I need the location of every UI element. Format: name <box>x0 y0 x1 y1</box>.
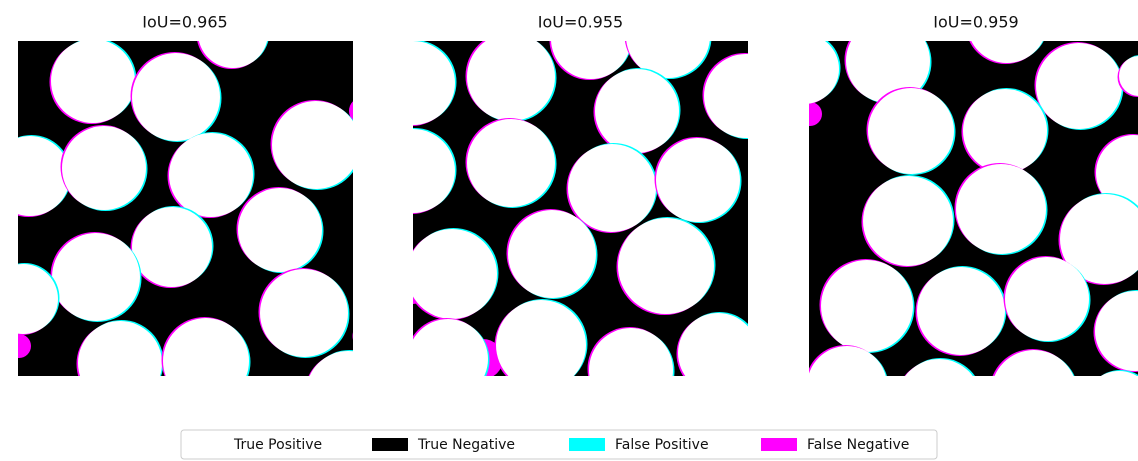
panel-title: IoU=0.959 <box>933 13 1018 32</box>
particle <box>407 229 497 319</box>
fp-rim <box>356 324 384 352</box>
particle <box>467 33 555 121</box>
legend-swatch <box>569 438 605 451</box>
particle <box>198 0 268 68</box>
particle <box>272 101 360 189</box>
particle <box>863 176 953 266</box>
particle <box>589 328 673 412</box>
particle <box>678 313 758 393</box>
particle <box>78 321 162 405</box>
particle <box>52 233 140 321</box>
particle <box>1084 371 1138 441</box>
mask-panel <box>768 0 1138 444</box>
error-blob <box>798 102 822 126</box>
mask-panel <box>0 0 392 436</box>
error-blob <box>349 97 377 125</box>
particle <box>704 54 788 138</box>
particle <box>1036 43 1122 129</box>
panel-title: IoU=0.955 <box>538 13 623 32</box>
particle <box>807 346 887 426</box>
legend-label: False Negative <box>807 437 909 453</box>
legend-label: False Positive <box>615 437 709 453</box>
fn-rim <box>1083 372 1138 442</box>
particle <box>163 318 249 404</box>
legend-swatch <box>372 438 408 451</box>
particle <box>656 138 740 222</box>
particle <box>568 144 656 232</box>
particle <box>769 34 839 104</box>
particle <box>821 260 913 352</box>
figure: IoU=0.965 IoU=0.955 IoU=0.959 True Positive… <box>0 0 1138 461</box>
particle <box>963 89 1047 173</box>
particle <box>371 41 455 125</box>
panel-title: IoU=0.965 <box>142 13 227 32</box>
particle <box>868 88 954 174</box>
mask-panel <box>370 0 790 413</box>
particle <box>132 53 220 141</box>
particle <box>1005 257 1089 341</box>
particle <box>496 300 586 390</box>
legend-swatch <box>188 438 224 451</box>
legend-label: True Positive <box>233 437 322 453</box>
particle <box>467 119 555 207</box>
particle <box>371 129 455 213</box>
fp-rim <box>1086 370 1138 440</box>
particle <box>62 126 146 210</box>
page: IoU=0.965 IoU=0.955 IoU=0.959 True Positive… <box>0 0 1138 461</box>
particle <box>956 164 1046 254</box>
particle <box>51 39 135 123</box>
legend-swatch <box>761 438 797 451</box>
error-blob <box>7 334 31 358</box>
particle <box>595 69 679 153</box>
particle <box>618 218 714 314</box>
legend-label: True Negative <box>417 437 515 453</box>
particle <box>260 269 348 357</box>
particle <box>508 210 596 298</box>
particle <box>991 350 1077 436</box>
particle <box>169 133 253 217</box>
particle <box>306 351 390 435</box>
particle <box>408 319 488 399</box>
particle <box>354 323 382 351</box>
fn-rim <box>353 322 381 350</box>
particle <box>238 188 322 272</box>
particle <box>917 267 1005 355</box>
particle <box>132 207 212 287</box>
